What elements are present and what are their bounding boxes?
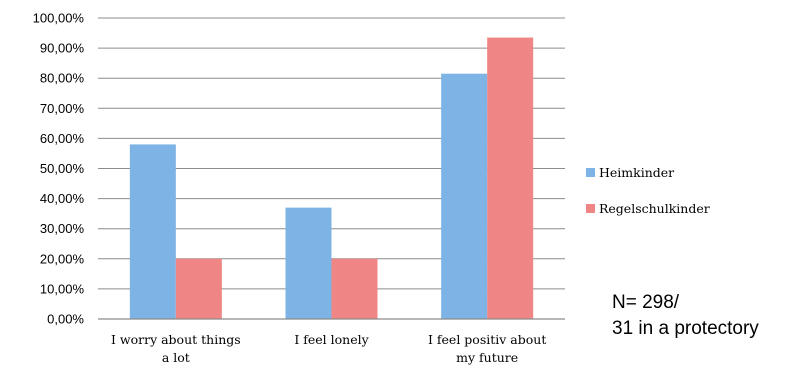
- bar-regelschulkinder: [175, 258, 222, 319]
- x-category-label: I feel lonely: [294, 332, 369, 347]
- y-tick-label: 100,00%: [33, 11, 85, 26]
- legend-label: Heimkinder: [599, 165, 674, 180]
- y-axis-tick-labels: 0,00% 10,00% 20,00% 30,00% 40,00% 50,00% 60,00…: [33, 11, 85, 327]
- bar-heimkinder: [441, 73, 488, 319]
- bar-heimkinder: [129, 144, 176, 319]
- sample-size-note: N= 298/ 31 in a protectory: [612, 290, 759, 342]
- y-tick-label: 30,00%: [40, 221, 85, 236]
- legend-swatch: [586, 168, 595, 177]
- bar-regelschulkinder: [487, 37, 534, 319]
- y-tick-label: 70,00%: [40, 101, 85, 116]
- x-category-label: I worry about things: [111, 332, 241, 347]
- y-tick-label: 0,00%: [47, 312, 84, 327]
- y-tick-label: 20,00%: [40, 251, 85, 266]
- y-tick-label: 50,00%: [40, 161, 85, 176]
- x-category-label: a lot: [162, 350, 190, 365]
- legend-swatch: [586, 204, 595, 213]
- bars: [129, 37, 534, 319]
- y-tick-label: 60,00%: [40, 131, 85, 146]
- legend: Heimkinder Regelschulkinder: [586, 165, 710, 216]
- legend-label: Regelschulkinder: [599, 201, 710, 216]
- bar-regelschulkinder: [331, 258, 378, 319]
- sample-size-note-line-1: N= 298/: [612, 292, 680, 313]
- sample-size-note-line-2: 31 in a protectory: [612, 318, 759, 339]
- x-category-label: my future: [456, 350, 518, 365]
- y-tick-label: 40,00%: [40, 191, 85, 206]
- x-category-label: I feel positiv about: [428, 332, 546, 347]
- bar-heimkinder: [285, 207, 332, 319]
- y-tick-label: 10,00%: [40, 281, 85, 296]
- x-axis-category-labels: I worry about things a lot I feel lonely I …: [111, 332, 546, 365]
- y-tick-label: 90,00%: [40, 41, 85, 56]
- y-tick-label: 80,00%: [40, 71, 85, 86]
